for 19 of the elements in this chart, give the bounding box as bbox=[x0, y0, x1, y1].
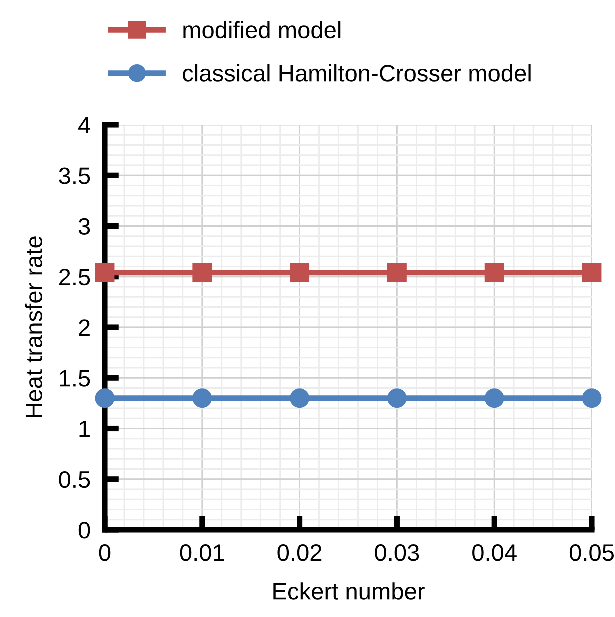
x-axis-title: Eckert number bbox=[274, 582, 425, 600]
x-tick-label: 0.03 bbox=[375, 544, 420, 562]
legend-label: classical Hamilton-Crosser model bbox=[183, 64, 531, 82]
y-axis-title: Heat transfer rate bbox=[25, 236, 43, 418]
y-tick-label: 3 bbox=[78, 218, 90, 236]
x-tick-label: 0 bbox=[99, 544, 111, 562]
x-tick-label: 0.05 bbox=[570, 544, 614, 562]
y-tick-label: 2 bbox=[79, 320, 90, 336]
y-tick-label: 2.5 bbox=[59, 268, 90, 286]
y-tick-label: 1 bbox=[80, 421, 90, 438]
x-tick-label: 0.01 bbox=[180, 544, 224, 562]
y-tick-label: 0 bbox=[78, 522, 90, 539]
y-tick-label: 3.5 bbox=[59, 168, 90, 184]
y-tick-label: 0.5 bbox=[59, 471, 90, 488]
x-tick-label: 0.02 bbox=[278, 544, 322, 562]
x-tick-label: 0.04 bbox=[472, 544, 517, 562]
legend-label: modified model bbox=[184, 21, 341, 39]
y-tick-label: 4 bbox=[78, 117, 90, 134]
y-tick-label: 1.5 bbox=[60, 370, 90, 387]
